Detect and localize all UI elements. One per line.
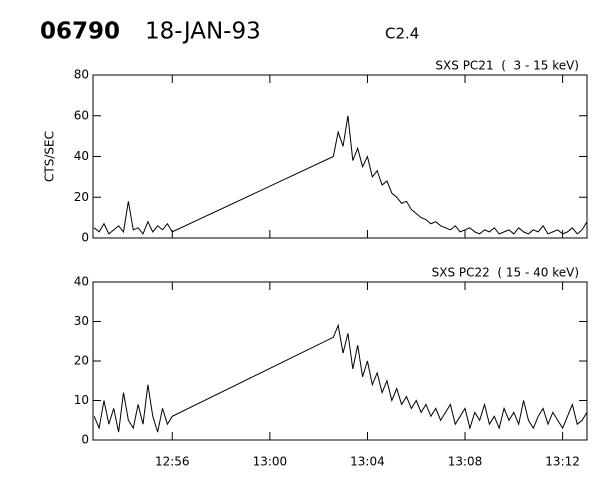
y-tick-label: 20 [74,354,89,368]
plot-frame [92,281,588,441]
header-date: 18-JAN-93 [145,19,261,45]
y-tick-label: 60 [74,108,89,122]
x-tick-label: 13:00 [253,455,288,469]
data-line [93,115,588,235]
panel-title: SXS PC22 ( 15 - 40 keV) [432,266,579,280]
y-axis-label: CTS/SEC [43,131,57,182]
y-tick-label: 30 [74,314,89,328]
y-tick-label: 80 [74,68,89,82]
x-tick-label: 13:04 [350,455,385,469]
y-tick-label: 40 [74,275,89,289]
y-tick-label: 40 [74,149,89,163]
y-tick-label: 0 [81,433,89,447]
y-tick-label: 0 [81,231,89,245]
panel-title: SXS PC21 ( 3 - 15 keV) [435,59,579,73]
x-tick-label: 13:08 [448,455,483,469]
data-line [93,323,588,433]
x-tick-label: 13:12 [545,455,580,469]
plot-frame [92,74,588,239]
header-id: 06790 [40,19,120,45]
y-tick-label: 10 [74,393,89,407]
x-tick-label: 12:56 [155,455,190,469]
header-class: C2.4 [385,25,419,43]
y-tick-label: 20 [74,190,89,204]
